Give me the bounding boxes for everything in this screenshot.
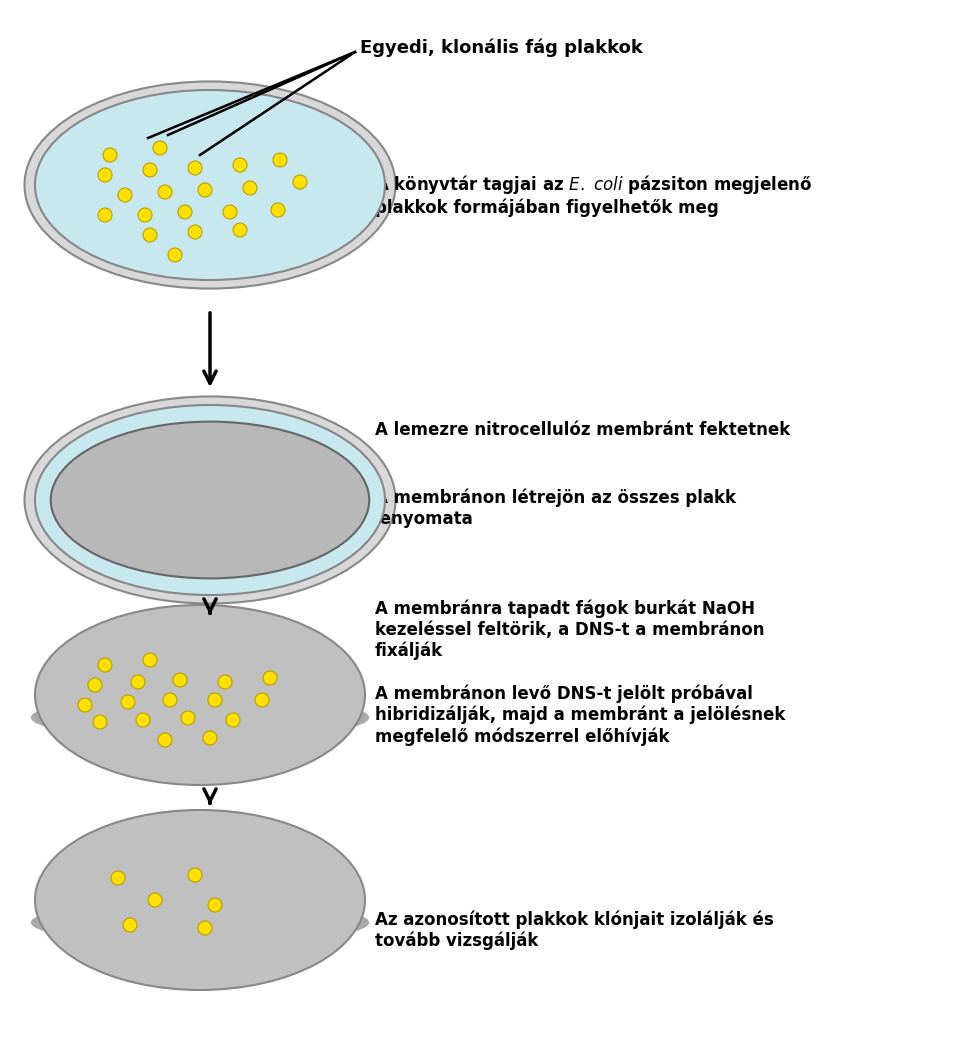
Circle shape: [198, 183, 212, 197]
Text: A membránon levő DNS-t jelölt próbával
hibridizálják, majd a membránt a jelölésn: A membránon levő DNS-t jelölt próbával h…: [375, 684, 785, 745]
Circle shape: [188, 868, 202, 882]
Circle shape: [243, 181, 257, 195]
Circle shape: [178, 205, 192, 219]
Circle shape: [203, 731, 217, 745]
Circle shape: [163, 693, 177, 707]
Circle shape: [223, 205, 237, 219]
Circle shape: [143, 228, 157, 242]
Circle shape: [208, 693, 222, 707]
Circle shape: [218, 675, 232, 689]
Ellipse shape: [35, 405, 385, 595]
Circle shape: [143, 653, 157, 667]
Circle shape: [293, 176, 307, 189]
Ellipse shape: [51, 421, 369, 578]
Circle shape: [111, 871, 125, 885]
Circle shape: [143, 163, 157, 177]
Ellipse shape: [31, 900, 369, 945]
Circle shape: [271, 203, 285, 217]
Circle shape: [93, 715, 107, 729]
Circle shape: [123, 918, 137, 932]
Circle shape: [158, 733, 172, 747]
Circle shape: [121, 695, 135, 709]
Ellipse shape: [35, 810, 365, 990]
Circle shape: [173, 673, 187, 687]
Ellipse shape: [24, 396, 396, 603]
Ellipse shape: [35, 605, 365, 785]
Circle shape: [188, 225, 202, 239]
Circle shape: [198, 921, 212, 935]
Circle shape: [226, 713, 240, 727]
Text: A membránon létrejön az összes plakk
lenyomata: A membránon létrejön az összes plakk len…: [375, 489, 736, 528]
Circle shape: [255, 693, 269, 707]
Circle shape: [78, 698, 92, 712]
Ellipse shape: [28, 491, 392, 543]
Circle shape: [98, 208, 112, 222]
Circle shape: [263, 671, 277, 685]
Circle shape: [158, 185, 172, 199]
Text: Az azonosított plakkok klónjait izolálják és
tovább vizsgálják: Az azonosított plakkok klónjait izoláljá…: [375, 910, 774, 950]
Text: Egyedi, klonális fág plakkok: Egyedi, klonális fág plakkok: [360, 39, 643, 57]
Text: A membránra tapadt fágok burkát NaOH
kezeléssel feltörik, a DNS-t a membránon
fi: A membránra tapadt fágok burkát NaOH kez…: [375, 600, 765, 660]
Circle shape: [131, 675, 145, 689]
Circle shape: [103, 148, 117, 162]
Text: A lemezre nitrocellulóz membránt fektetnek: A lemezre nitrocellulóz membránt fektetn…: [375, 421, 790, 439]
Circle shape: [188, 161, 202, 176]
Circle shape: [168, 248, 182, 262]
Circle shape: [98, 168, 112, 182]
Ellipse shape: [28, 176, 392, 228]
Ellipse shape: [24, 81, 396, 289]
Circle shape: [118, 188, 132, 202]
Circle shape: [233, 223, 247, 236]
Circle shape: [88, 678, 102, 692]
Circle shape: [181, 710, 195, 725]
Text: A könyvtár tagjai az $\mathit{E.\ coli}$ pázsiton megjelenő
plakkok formájában f: A könyvtár tagjai az $\mathit{E.\ coli}$…: [375, 172, 812, 218]
Circle shape: [233, 158, 247, 172]
Ellipse shape: [35, 90, 385, 280]
Circle shape: [273, 153, 287, 167]
Circle shape: [138, 208, 152, 222]
Circle shape: [98, 658, 112, 672]
Ellipse shape: [31, 695, 369, 740]
Circle shape: [136, 713, 150, 727]
Circle shape: [153, 141, 167, 154]
Circle shape: [148, 893, 162, 907]
Circle shape: [208, 898, 222, 912]
